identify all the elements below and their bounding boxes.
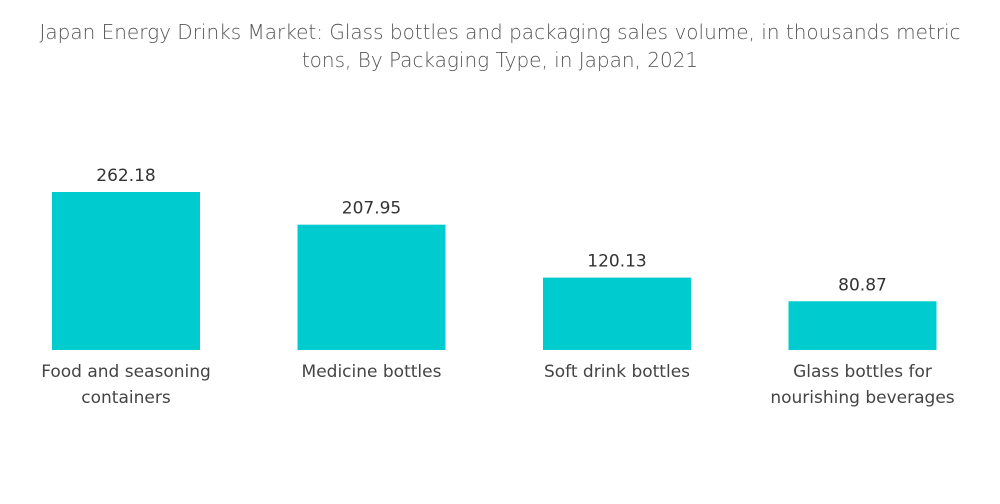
bar-1 — [297, 224, 446, 350]
data-label-2: 120.13 — [587, 252, 646, 272]
chart-title: Japan Energy Drinks Market: Glass bottle… — [0, 18, 1000, 74]
category-label-0-line-1: containers — [81, 388, 171, 408]
bar-2 — [543, 277, 691, 350]
data-label-0: 262.18 — [96, 166, 155, 186]
chart-title-line-1: Japan Energy Drinks Market: Glass bottle… — [39, 20, 961, 44]
category-label-3-line-1: nourishing beverages — [770, 388, 954, 408]
bar-0 — [52, 192, 200, 350]
category-label-2-line-0: Soft drink bottles — [544, 362, 690, 382]
data-label-3: 80.87 — [838, 275, 887, 295]
category-label-3-line-0: Glass bottles for — [793, 362, 932, 382]
chart-title-line-2: tons, By Packaging Type, in Japan, 2021 — [301, 48, 699, 72]
category-label-0-line-0: Food and seasoning — [41, 362, 211, 382]
bar-3 — [788, 301, 937, 350]
category-label-1-line-0: Medicine bottles — [302, 362, 442, 382]
data-label-1: 207.95 — [342, 199, 401, 219]
